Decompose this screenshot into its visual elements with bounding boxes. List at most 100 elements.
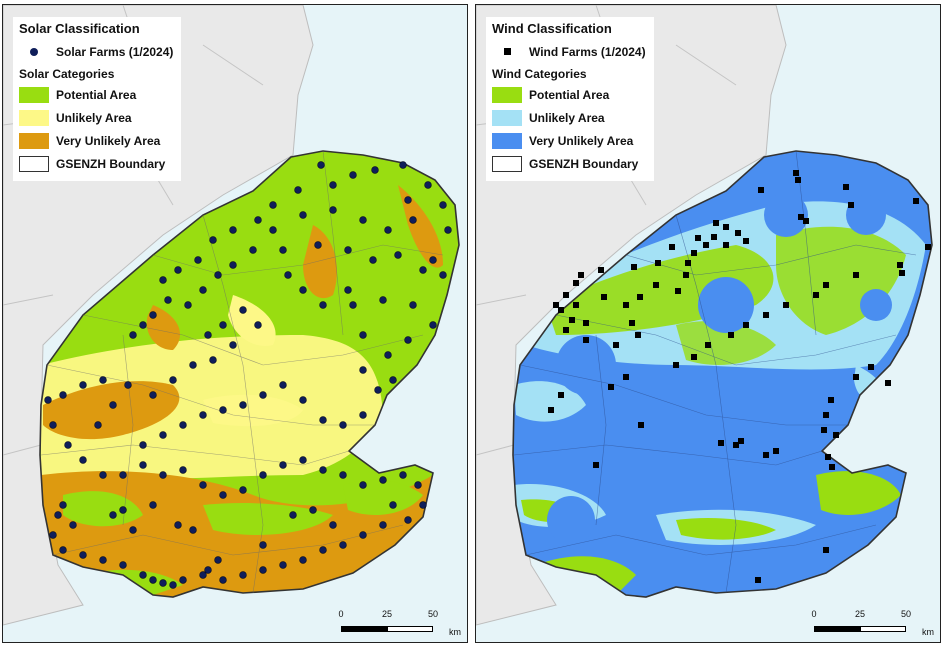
solar-farm-marker bbox=[239, 486, 247, 494]
solar-farm-marker bbox=[319, 546, 327, 554]
solar-farm-marker bbox=[149, 576, 157, 584]
wind-farm-marker bbox=[573, 302, 579, 308]
solar-farm-marker bbox=[379, 476, 387, 484]
solar-farm-marker bbox=[159, 471, 167, 479]
solar-farm-marker bbox=[259, 471, 267, 479]
solar-farm-marker bbox=[279, 561, 287, 569]
solar-farm-marker bbox=[254, 321, 262, 329]
solar-farm-marker bbox=[269, 226, 277, 234]
wind-farm-marker bbox=[853, 272, 859, 278]
solar-farm-marker bbox=[279, 381, 287, 389]
solar-farm-marker bbox=[119, 561, 127, 569]
solar-farm-marker bbox=[159, 579, 167, 587]
legend-title: Wind Classification bbox=[492, 21, 612, 36]
legend-points-label: Wind Farms (1/2024) bbox=[529, 44, 646, 59]
wind-farm-marker bbox=[578, 272, 584, 278]
solar-farm-marker bbox=[99, 556, 107, 564]
solar-farm-marker bbox=[49, 421, 57, 429]
solar-farm-marker bbox=[314, 241, 322, 249]
solar-farm-marker bbox=[369, 256, 377, 264]
scale-tick-50: 50 bbox=[427, 609, 439, 619]
wind-farm-marker bbox=[653, 282, 659, 288]
scale-segment-black bbox=[341, 626, 387, 632]
scale-tick-0: 0 bbox=[338, 609, 344, 619]
solar-farm-marker bbox=[179, 576, 187, 584]
solar-farm-marker bbox=[429, 321, 437, 329]
wind-farm-marker bbox=[635, 332, 641, 338]
wind-farm-marker bbox=[728, 332, 734, 338]
solar-legend: Solar Classification Solar Farms (1/2024… bbox=[13, 17, 181, 181]
solar-farm-marker bbox=[299, 396, 307, 404]
solar-farm-marker bbox=[169, 581, 177, 589]
solar-farm-marker bbox=[259, 566, 267, 574]
county-boundaries bbox=[513, 150, 917, 594]
legend-category-unlikely: Unlikely Area bbox=[492, 106, 648, 129]
wind-farm-marker bbox=[583, 337, 589, 343]
solar-farm-marker bbox=[49, 531, 57, 539]
solar-farm-marker bbox=[359, 411, 367, 419]
wind-farm-marker bbox=[925, 244, 931, 250]
wind-farm-marker bbox=[868, 364, 874, 370]
solar-farm-marker bbox=[329, 206, 337, 214]
legend-category-label: Potential Area bbox=[529, 87, 610, 102]
wind-farm-marker bbox=[723, 224, 729, 230]
solar-farm-marker bbox=[424, 181, 432, 189]
wind-farm-marker bbox=[573, 280, 579, 286]
wind-farm-marker bbox=[897, 262, 903, 268]
solar-farm-marker bbox=[259, 391, 267, 399]
wind-farm-marker bbox=[743, 322, 749, 328]
potential-area-swatch bbox=[19, 86, 49, 103]
solar-farm-marker bbox=[359, 366, 367, 374]
solar-farm-marker bbox=[239, 401, 247, 409]
solar-farm-marker bbox=[199, 481, 207, 489]
solar-farm-marker bbox=[254, 216, 262, 224]
solar-farm-marker bbox=[371, 166, 379, 174]
legend-boundary-label: GSENZH Boundary bbox=[529, 156, 639, 171]
wind-farm-marker bbox=[821, 427, 827, 433]
wind-farm-marker bbox=[763, 312, 769, 318]
solar-farm-marker bbox=[109, 401, 117, 409]
legend-boundary-row: GSENZH Boundary bbox=[492, 152, 648, 175]
solar-farm-marker bbox=[349, 301, 357, 309]
solar-farm-marker bbox=[54, 511, 62, 519]
wind-farm-marker bbox=[685, 260, 691, 266]
solar-farm-marker bbox=[219, 576, 227, 584]
solar-farm-marker bbox=[389, 376, 397, 384]
solar-farm-marker bbox=[229, 261, 237, 269]
solar-farm-marker bbox=[359, 331, 367, 339]
solar-farm-marker bbox=[149, 391, 157, 399]
solar-farm-points bbox=[44, 161, 452, 589]
solar-farm-marker bbox=[109, 511, 117, 519]
solar-farm-marker bbox=[379, 296, 387, 304]
scale-tick-25: 25 bbox=[854, 609, 866, 619]
very-unlikely-area-swatch bbox=[492, 132, 522, 149]
wind-farm-marker bbox=[738, 438, 744, 444]
solar-farm-marker bbox=[339, 541, 347, 549]
wind-farm-marker bbox=[825, 454, 831, 460]
wind-farm-marker bbox=[553, 302, 559, 308]
solar-farm-marker bbox=[139, 321, 147, 329]
solar-farm-marker bbox=[119, 471, 127, 479]
legend-categories-heading: Solar Categories bbox=[19, 67, 115, 81]
wind-farm-marker bbox=[828, 397, 834, 403]
legend-category-label: Unlikely Area bbox=[529, 110, 605, 125]
solar-farm-marker bbox=[179, 421, 187, 429]
solar-farm-marker bbox=[394, 251, 402, 259]
legend-category-very-unlikely: Very Unlikely Area bbox=[492, 129, 648, 152]
solar-farm-marker bbox=[419, 501, 427, 509]
solar-farm-marker bbox=[374, 386, 382, 394]
solar-farm-marker bbox=[204, 566, 212, 574]
solar-farm-marker bbox=[279, 461, 287, 469]
wind-map-panel: Wind Classification Wind Farms (1/2024) … bbox=[475, 4, 941, 643]
solar-farm-marker bbox=[219, 406, 227, 414]
legend-title: Solar Classification bbox=[19, 21, 140, 36]
solar-farm-marker bbox=[219, 321, 227, 329]
solar-farm-marker bbox=[317, 161, 325, 169]
solar-farm-marker bbox=[239, 306, 247, 314]
gsenzh-boundary bbox=[512, 150, 933, 598]
solar-farm-marker bbox=[99, 471, 107, 479]
scale-segment-white bbox=[387, 626, 433, 632]
solar-farm-marker bbox=[229, 226, 237, 234]
wind-farm-marker bbox=[583, 320, 589, 326]
solar-farm-marker bbox=[384, 226, 392, 234]
